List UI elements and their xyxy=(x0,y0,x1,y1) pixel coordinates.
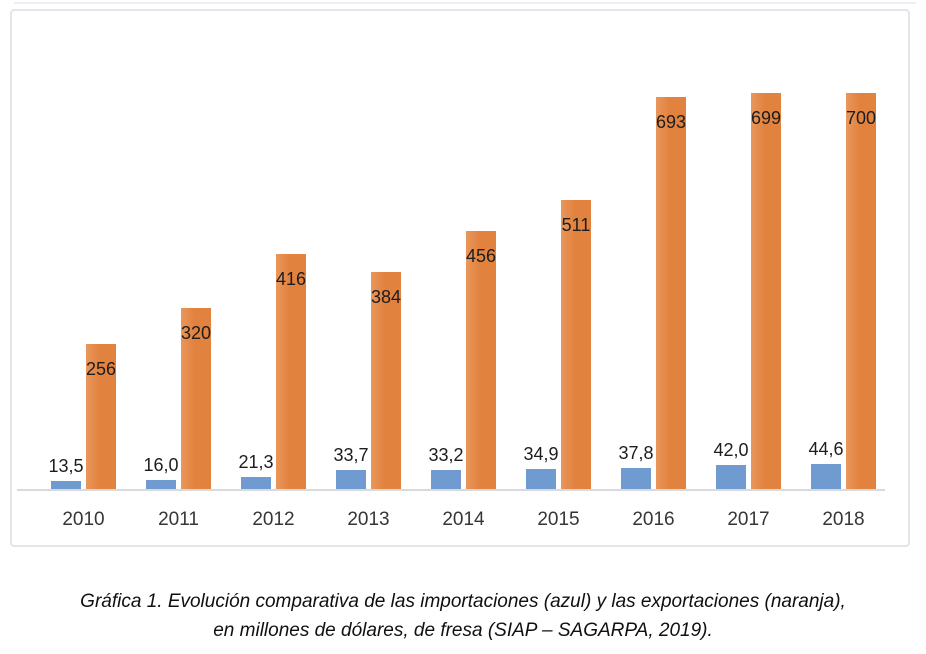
export-bar xyxy=(846,93,876,489)
bar-group: 42,0 699 xyxy=(701,69,796,489)
bar-group: 44,6 700 xyxy=(796,69,891,489)
year-label: 2014 xyxy=(442,509,485,530)
export-value-label: 256 xyxy=(85,359,117,379)
x-axis-line xyxy=(17,489,885,491)
import-value-label: 13,5 xyxy=(48,456,84,476)
caption: Gráfica 1. Evolución comparativa de las … xyxy=(0,587,926,646)
import-value-label: 42,0 xyxy=(713,440,749,460)
export-bar xyxy=(86,344,116,489)
import-bar xyxy=(241,477,271,489)
x-axis-labels: 2010 2011 2012 2013 2014 2015 2016 2017 2018 xyxy=(36,509,891,531)
bar-group: 34,9 511 xyxy=(511,69,606,489)
import-bar xyxy=(621,468,651,489)
import-value-label: 21,3 xyxy=(238,452,274,472)
export-bar xyxy=(751,93,781,489)
import-bar xyxy=(51,481,81,489)
bar-group: 16,0 320 xyxy=(131,69,226,489)
export-bar xyxy=(181,308,211,489)
year-label: 2017 xyxy=(727,509,770,530)
export-value-label: 511 xyxy=(561,215,591,235)
import-value-label: 33,2 xyxy=(428,445,464,465)
export-value-label: 699 xyxy=(750,108,782,128)
caption-line-2: en millones de dólares, de fresa (SIAP –… xyxy=(213,620,713,642)
export-bar xyxy=(276,254,306,489)
export-value-label: 320 xyxy=(180,323,212,343)
bar-group: 37,8 693 xyxy=(606,69,701,489)
import-bar xyxy=(526,469,556,489)
chart-frame: 13,5 256 16,0 320 21,3 416 33,7 384 33,2 456 34,9 5… xyxy=(10,9,910,547)
year-label: 2012 xyxy=(252,509,295,530)
import-value-label: 44,6 xyxy=(808,439,844,459)
export-value-label: 700 xyxy=(845,108,877,128)
bar-group: 13,5 256 xyxy=(36,69,131,489)
year-label: 2018 xyxy=(822,509,865,530)
export-bar xyxy=(561,200,591,489)
top-divider xyxy=(14,2,916,4)
import-value-label: 16,0 xyxy=(143,455,179,475)
bar-group: 33,7 384 xyxy=(321,69,416,489)
import-bar xyxy=(811,464,841,489)
bar-group: 33,2 456 xyxy=(416,69,511,489)
export-bar xyxy=(656,97,686,489)
export-value-label: 693 xyxy=(655,112,687,132)
year-label: 2013 xyxy=(347,509,390,530)
bar-group: 21,3 416 xyxy=(226,69,321,489)
import-value-label: 34,9 xyxy=(523,444,559,464)
export-bar xyxy=(466,231,496,489)
import-bar xyxy=(431,470,461,489)
caption-line-1: Gráfica 1. Evolución comparativa de las … xyxy=(80,591,846,612)
import-bar xyxy=(716,465,746,489)
import-value-label: 37,8 xyxy=(618,443,654,463)
year-label: 2015 xyxy=(537,509,580,530)
plot-area: 13,5 256 16,0 320 21,3 416 33,7 384 33,2 456 34,9 5… xyxy=(36,69,891,489)
export-bar xyxy=(371,272,401,489)
import-bar xyxy=(146,480,176,489)
year-label: 2010 xyxy=(62,509,105,530)
export-value-label: 416 xyxy=(275,269,307,289)
export-value-label: 456 xyxy=(465,246,497,266)
export-value-label: 384 xyxy=(370,287,402,307)
import-bar xyxy=(336,470,366,489)
year-label: 2016 xyxy=(632,509,675,530)
year-label: 2011 xyxy=(158,509,199,530)
import-value-label: 33,7 xyxy=(333,445,369,465)
